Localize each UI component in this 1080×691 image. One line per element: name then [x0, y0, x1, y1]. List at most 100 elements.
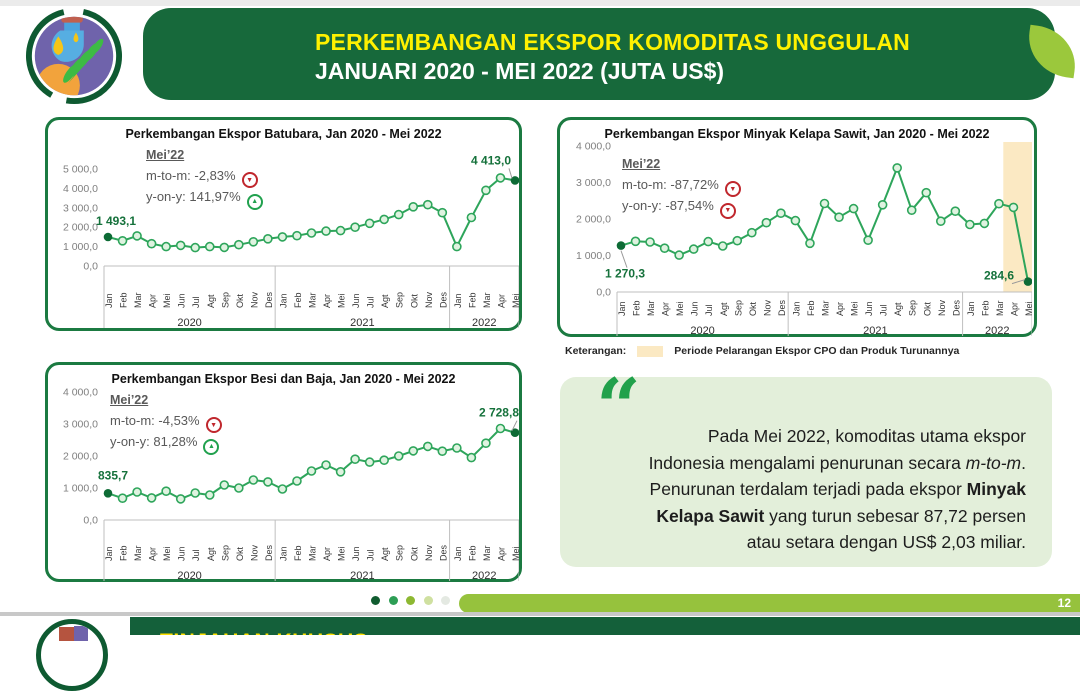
- data-marker: [292, 230, 302, 241]
- data-marker: [481, 185, 491, 196]
- month-label: Jun: [864, 301, 874, 316]
- data-marker: [422, 441, 433, 452]
- y-tick-label: 3 000,0: [63, 419, 98, 431]
- month-label: Agt: [719, 302, 729, 316]
- endpoint-marker: [616, 241, 626, 250]
- commodity-logo: [25, 7, 123, 105]
- chart-stats-batubara: Mei’22 m-to-m: -2,83% ▼ y-on-y: 141,97% ▲: [146, 147, 263, 210]
- month-label: Jan: [278, 546, 288, 561]
- month-label: Okt: [409, 546, 419, 561]
- data-marker: [935, 216, 946, 226]
- month-label: Des: [264, 544, 274, 561]
- sawit-line-chart: 4 000,0 3 000,0 2 000,0 1 000,0 0,0 Jan Feb Mar…: [576, 141, 1032, 337]
- progress-dot: [441, 596, 450, 605]
- data-marker: [161, 486, 171, 496]
- data-marker: [248, 475, 259, 485]
- month-label: Feb: [980, 300, 990, 316]
- y-tick-label: 1 000,0: [63, 241, 98, 253]
- month-label: Jun: [351, 546, 361, 561]
- data-marker: [466, 452, 477, 463]
- month-label: Nov: [249, 291, 259, 308]
- month-label: Mei: [675, 301, 685, 316]
- y-tick-label: 0,0: [83, 515, 98, 527]
- y-tick-label: 4 000,0: [63, 387, 98, 399]
- month-label: Apr: [322, 294, 332, 308]
- stats-yoy-row: y-on-y: 81,28% ▲: [110, 433, 222, 455]
- year-label: 2020: [177, 317, 201, 329]
- data-marker: [393, 209, 404, 220]
- chart-title-batubara: Perkembangan Ekspor Batubara, Jan 2020 -…: [125, 127, 442, 141]
- month-label: Jun: [177, 546, 187, 561]
- month-label: Apr: [148, 547, 158, 561]
- month-label: Mar: [482, 292, 492, 308]
- endpoint-marker: [510, 428, 519, 437]
- data-marker: [906, 205, 917, 215]
- month-label: Jan: [104, 293, 114, 308]
- month-label: Okt: [409, 293, 419, 308]
- endpoint-marker: [103, 489, 113, 498]
- month-label: Mar: [995, 300, 1005, 316]
- screen-top-strip: [0, 0, 1080, 6]
- data-marker: [1008, 202, 1019, 213]
- chart-stats-besi-baja: Mei’22 m-to-m: -4,53% ▼ y-on-y: 81,28% ▲: [110, 392, 222, 455]
- y-tick-label: 5 000,0: [63, 164, 98, 176]
- data-marker: [306, 228, 317, 238]
- y-tick-label: 3 000,0: [576, 177, 611, 189]
- next-slide-banner: TINJAUAN KHUSUS: [130, 617, 1080, 635]
- month-label: Jan: [791, 301, 801, 316]
- month-label: Agt: [380, 547, 390, 561]
- page-number: 12: [1057, 596, 1071, 610]
- month-label: Nov: [937, 299, 947, 316]
- month-label: Mei: [850, 301, 860, 316]
- month-label: Mei: [1024, 301, 1032, 316]
- endpoint-marker: [510, 176, 519, 185]
- first-point-label: 835,7: [98, 468, 128, 482]
- data-marker: [263, 477, 273, 487]
- data-marker: [761, 217, 772, 228]
- month-label: Mar: [482, 545, 492, 561]
- data-marker: [219, 480, 230, 490]
- month-label: Apr: [496, 547, 506, 561]
- palm-leaf-icon: [63, 38, 104, 84]
- data-marker: [877, 200, 888, 210]
- data-marker: [161, 241, 171, 252]
- y-tick-label: 1 000,0: [63, 483, 98, 495]
- y-tick-label: 3 000,0: [63, 202, 98, 214]
- data-marker: [437, 207, 448, 218]
- data-marker: [350, 454, 360, 464]
- data-marker: [393, 451, 404, 461]
- progress-dot: [371, 596, 380, 605]
- droplet-small-icon: [73, 32, 79, 43]
- month-label: Mei: [162, 293, 172, 308]
- data-marker: [717, 241, 728, 251]
- month-label: Mar: [646, 300, 656, 316]
- down-arrow-icon: ▼: [719, 203, 736, 219]
- chart-stats-sawit: Mei’22 m-to-m: -87,72% ▼ y-on-y: -87,54% ▼: [622, 156, 741, 219]
- data-marker: [703, 236, 714, 247]
- down-arrow-icon: ▼: [241, 172, 258, 189]
- data-marker: [190, 242, 201, 253]
- next-slide-logo: [36, 619, 108, 691]
- last-point-label: 4 413,0: [471, 153, 511, 167]
- data-marker: [204, 490, 215, 500]
- month-label: Agt: [893, 302, 903, 316]
- data-marker: [364, 457, 375, 467]
- month-label: Mar: [308, 292, 318, 308]
- month-label: Apr: [1009, 302, 1019, 316]
- month-label: Okt: [235, 293, 245, 308]
- data-marker: [645, 237, 655, 247]
- month-label: Okt: [235, 546, 245, 561]
- highlight-band: [1003, 142, 1032, 292]
- data-marker: [674, 250, 684, 260]
- year-label: 2021: [863, 325, 887, 337]
- data-marker: [132, 487, 142, 497]
- down-arrow-icon: ▼: [205, 417, 222, 434]
- data-marker: [422, 199, 433, 210]
- header-banner: PERKEMBANGAN EKSPOR KOMODITAS UNGGULAN J…: [143, 8, 1055, 100]
- data-marker: [466, 212, 477, 223]
- quote-icon: “: [596, 362, 641, 453]
- month-label: Feb: [467, 292, 477, 308]
- progress-dots: [371, 596, 450, 605]
- endpoint-marker: [103, 232, 113, 242]
- month-label: Nov: [249, 544, 259, 561]
